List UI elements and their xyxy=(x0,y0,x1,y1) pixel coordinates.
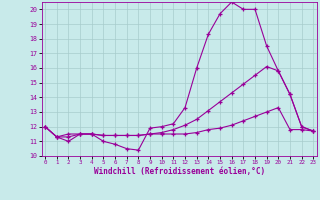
X-axis label: Windchill (Refroidissement éolien,°C): Windchill (Refroidissement éolien,°C) xyxy=(94,167,265,176)
